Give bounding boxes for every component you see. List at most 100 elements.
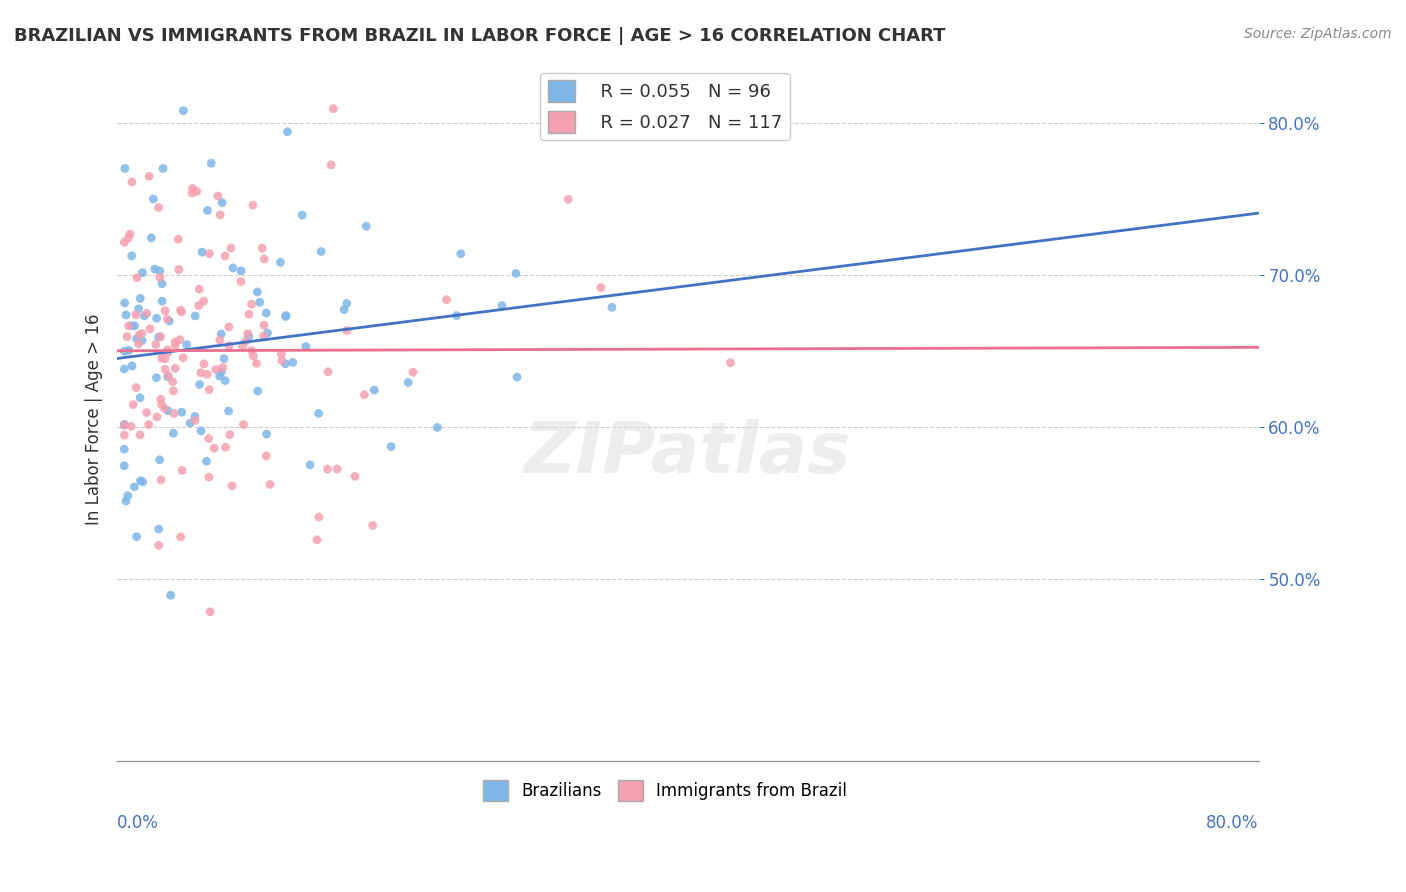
Point <box>153 401 176 416</box>
Point <box>198 383 221 397</box>
Point <box>505 267 527 281</box>
Point <box>156 369 179 384</box>
Point <box>353 388 375 402</box>
Point <box>246 285 269 299</box>
Point <box>319 158 342 172</box>
Point <box>252 241 274 255</box>
Point <box>150 473 173 487</box>
Point <box>209 208 232 222</box>
Point <box>336 296 359 310</box>
Text: 80.0%: 80.0% <box>1206 814 1258 832</box>
Point <box>322 102 344 116</box>
Point <box>308 406 330 420</box>
Point <box>129 474 152 488</box>
Point <box>184 309 207 323</box>
Point <box>214 440 236 454</box>
Point <box>246 384 269 398</box>
Point <box>396 376 419 390</box>
Point <box>253 318 276 332</box>
Point <box>186 185 208 199</box>
Point <box>112 458 135 473</box>
Point <box>188 282 211 296</box>
Point <box>197 432 219 446</box>
Point <box>114 296 136 310</box>
Point <box>235 334 257 349</box>
Point <box>274 310 297 324</box>
Point <box>131 475 153 489</box>
Point <box>238 307 260 321</box>
Point <box>222 260 245 275</box>
Point <box>165 361 187 376</box>
Point <box>240 297 263 311</box>
Point <box>145 370 167 384</box>
Point <box>299 458 322 472</box>
Point <box>120 419 142 434</box>
Point <box>343 469 366 483</box>
Point <box>274 357 297 371</box>
Point <box>124 480 146 494</box>
Point <box>214 249 236 263</box>
Point <box>356 219 378 234</box>
Point <box>128 336 150 351</box>
Point <box>156 343 179 357</box>
Point <box>143 262 166 277</box>
Point <box>446 309 468 323</box>
Point <box>176 337 198 351</box>
Point <box>720 356 742 370</box>
Point <box>232 340 254 354</box>
Point <box>129 428 152 442</box>
Point <box>197 203 219 218</box>
Point <box>294 339 316 353</box>
Point <box>170 405 193 419</box>
Point <box>190 366 212 380</box>
Point <box>191 245 214 260</box>
Point <box>150 277 173 291</box>
Point <box>202 441 225 455</box>
Point <box>118 343 141 358</box>
Point <box>112 417 135 432</box>
Text: Source: ZipAtlas.com: Source: ZipAtlas.com <box>1244 27 1392 41</box>
Point <box>165 338 187 352</box>
Point <box>363 383 385 397</box>
Point <box>121 359 143 373</box>
Point <box>172 351 194 365</box>
Point <box>281 355 304 369</box>
Point <box>156 312 179 326</box>
Point <box>118 319 141 334</box>
Point <box>138 169 160 184</box>
Point <box>274 309 297 323</box>
Point <box>167 232 190 246</box>
Point <box>150 398 173 412</box>
Point <box>326 462 349 476</box>
Point <box>254 306 277 320</box>
Text: ZIPatlas: ZIPatlas <box>524 419 852 488</box>
Point <box>142 192 165 206</box>
Point <box>204 362 226 376</box>
Point <box>219 241 242 255</box>
Point <box>115 494 138 508</box>
Point <box>112 428 135 442</box>
Point <box>169 530 191 544</box>
Y-axis label: In Labor Force | Age > 16: In Labor Force | Age > 16 <box>86 313 103 525</box>
Point <box>188 377 211 392</box>
Point <box>218 404 240 418</box>
Point <box>269 255 291 269</box>
Point <box>221 479 243 493</box>
Point <box>184 413 207 427</box>
Point <box>242 198 264 212</box>
Point <box>252 329 274 343</box>
Point <box>156 403 179 417</box>
Point <box>209 365 232 379</box>
Point <box>112 344 135 359</box>
Point <box>450 246 472 260</box>
Point <box>214 374 236 388</box>
Point <box>316 462 339 476</box>
Point <box>135 405 157 419</box>
Point <box>169 303 191 318</box>
Point <box>170 305 193 319</box>
Point <box>121 249 143 263</box>
Point <box>259 477 281 491</box>
Point <box>506 370 529 384</box>
Point <box>195 454 218 468</box>
Point <box>115 308 138 322</box>
